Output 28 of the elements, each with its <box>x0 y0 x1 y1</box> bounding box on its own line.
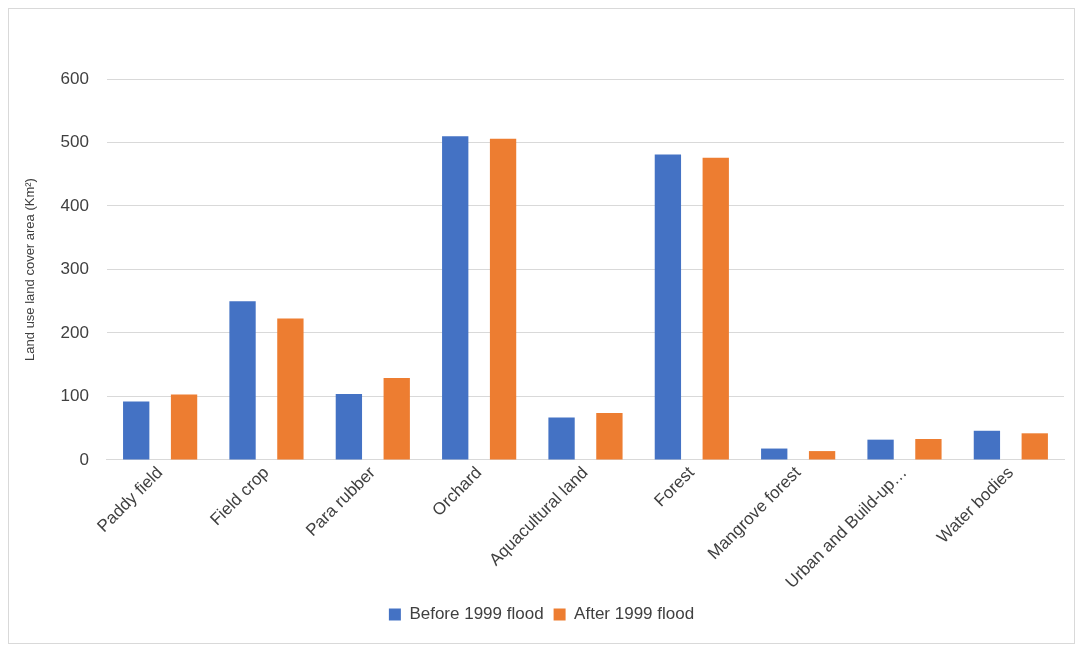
bar <box>1021 433 1048 460</box>
bar <box>702 157 729 460</box>
bar <box>335 393 363 460</box>
bar <box>383 378 410 460</box>
y-tick-label: 200 <box>60 322 89 342</box>
bar <box>548 417 575 460</box>
bar <box>442 136 469 460</box>
bar <box>596 412 623 460</box>
bar <box>761 448 788 460</box>
bar <box>808 451 836 460</box>
y-tick-label: 500 <box>60 132 89 152</box>
bar <box>973 430 1001 460</box>
bar <box>170 394 198 460</box>
bar <box>277 318 304 460</box>
legend-label: After 1999 flood <box>574 604 695 624</box>
y-tick-label: 400 <box>60 195 89 215</box>
bar <box>229 301 256 460</box>
y-tick-label: 600 <box>60 68 89 88</box>
legend-label: Before 1999 flood <box>409 604 544 624</box>
bar <box>867 439 894 460</box>
y-tick-label: 100 <box>60 386 89 406</box>
y-tick-label: 300 <box>60 259 89 279</box>
y-tick-label: 0 <box>79 449 89 469</box>
bar <box>915 439 942 460</box>
bar <box>654 154 682 460</box>
bar <box>489 138 517 460</box>
bar <box>123 401 150 460</box>
y-axis-title: Land use land cover area (Km²) <box>22 178 38 361</box>
